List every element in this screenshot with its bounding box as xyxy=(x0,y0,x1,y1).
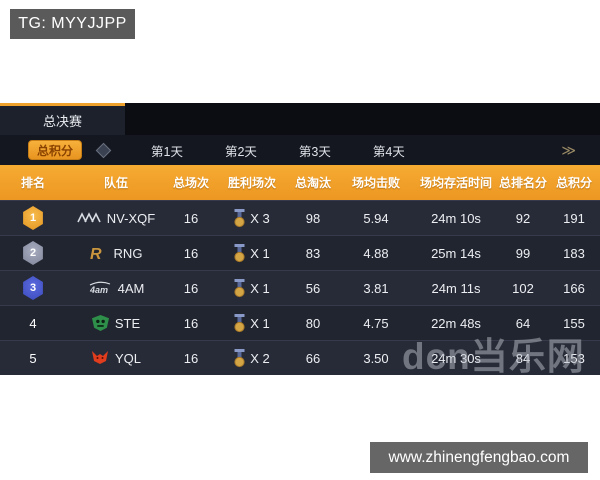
rank-badge: 5 xyxy=(29,350,37,366)
wins-cell: X 1 xyxy=(216,313,288,333)
wins-cell: X 1 xyxy=(216,278,288,298)
main-tab-bar: 总决赛 xyxy=(0,103,600,135)
team-name: NV-XQF xyxy=(106,210,156,226)
total-points-cell: 191 xyxy=(563,210,585,226)
site-url-badge: www.zhinengfengbao.com xyxy=(370,442,588,473)
placement-cell: 99 xyxy=(515,245,531,261)
next-page-icon[interactable]: ≫ xyxy=(561,141,576,158)
team-cell: R RNG xyxy=(66,245,166,262)
rank-badge: 2 xyxy=(23,241,43,265)
team-name: STE xyxy=(114,315,141,331)
avg-survival-cell: 24m 11s xyxy=(431,280,481,296)
team-cell: 4am 4AM xyxy=(66,281,166,296)
placement-cell: 102 xyxy=(512,280,534,296)
header-total-points: 总积分 xyxy=(555,176,592,190)
team-name: YQL xyxy=(114,350,141,366)
avg-survival-cell: 24m 10s xyxy=(431,210,481,226)
header-team: 队伍 xyxy=(103,176,128,190)
svg-text:4am: 4am xyxy=(89,285,108,295)
kills-cell: 66 xyxy=(305,350,321,366)
rank-cell: 5 xyxy=(0,346,66,370)
kills-cell: 83 xyxy=(305,245,321,261)
avg-survival-cell: 25m 14s xyxy=(431,245,481,261)
matches-cell: 16 xyxy=(183,315,199,331)
team-logo-icon xyxy=(91,351,109,365)
table-row[interactable]: 5 YQL 16 X 2 66 3.50 24m 30s 84 153 xyxy=(0,340,600,375)
rank-cell: 2 xyxy=(0,241,66,265)
matches-cell: 16 xyxy=(183,245,199,261)
tg-badge: TG: MYYJJPP xyxy=(10,9,135,39)
table-body: 1 NV-XQF 16 X 3 98 5.94 24m 10s 92 191 2… xyxy=(0,200,600,375)
matches-cell: 16 xyxy=(183,350,199,366)
avg-kills-cell: 3.50 xyxy=(363,350,389,366)
placement-cell: 84 xyxy=(515,350,531,366)
matches-cell: 16 xyxy=(183,210,199,226)
subtab-bar: 总积分 第1天 第2天 第3天 第4天 ≫ xyxy=(0,135,600,165)
avg-survival-cell: 22m 48s xyxy=(431,315,481,331)
subtab-day2[interactable]: 第2天 xyxy=(224,144,257,159)
table-header-row: 排名 队伍 总场次 胜利场次 总淘汰 场均击败 场均存活时间 总排名分 总积分 xyxy=(0,165,600,200)
tab-finals[interactable]: 总决赛 xyxy=(0,103,125,135)
rank-badge: 3 xyxy=(23,276,43,300)
team-logo-icon xyxy=(91,315,109,331)
rank-cell: 3 xyxy=(0,276,66,300)
wins-cell: X 2 xyxy=(216,348,288,368)
team-cell: YQL xyxy=(66,351,166,366)
table-row[interactable]: 1 NV-XQF 16 X 3 98 5.94 24m 10s 92 191 xyxy=(0,200,600,235)
team-name: RNG xyxy=(113,245,143,261)
header-matches: 总场次 xyxy=(172,176,209,190)
kills-cell: 98 xyxy=(305,210,321,226)
total-points-cell: 183 xyxy=(563,245,585,261)
svg-text:R: R xyxy=(90,246,102,261)
header-placement: 总排名分 xyxy=(498,176,547,190)
kills-cell: 80 xyxy=(305,315,321,331)
prev-page-icon[interactable] xyxy=(95,142,112,158)
header-kills: 总淘汰 xyxy=(294,176,331,190)
placement-cell: 92 xyxy=(515,210,531,226)
leaderboard-panel: 总决赛 总积分 第1天 第2天 第3天 第4天 ≫ 排名 队伍 总场次 胜利场次… xyxy=(0,103,600,375)
total-points-cell: 155 xyxy=(563,315,585,331)
subtab-day3[interactable]: 第3天 xyxy=(298,144,331,159)
team-cell: STE xyxy=(66,315,166,331)
subtab-day1[interactable]: 第1天 xyxy=(151,144,183,159)
rank-badge: 1 xyxy=(23,206,43,230)
medal-icon xyxy=(234,208,245,228)
kills-cell: 56 xyxy=(305,280,321,296)
wins-cell: X 3 xyxy=(216,208,288,228)
avg-kills-cell: 4.88 xyxy=(363,245,389,261)
header-avg-kills: 场均击败 xyxy=(351,176,400,190)
medal-icon xyxy=(234,243,245,263)
avg-kills-cell: 5.94 xyxy=(363,210,389,226)
header-rank: 排名 xyxy=(20,176,45,190)
rank-cell: 1 xyxy=(0,206,66,230)
avg-kills-cell: 3.81 xyxy=(363,280,389,296)
total-points-cell: 153 xyxy=(563,350,585,366)
avg-kills-cell: 4.75 xyxy=(363,315,389,331)
wins-cell: X 1 xyxy=(216,243,288,263)
medal-icon xyxy=(234,348,245,368)
team-cell: NV-XQF xyxy=(66,211,166,226)
table-row[interactable]: 4 STE 16 X 1 80 4.75 22m 48s 64 155 xyxy=(0,305,600,340)
rank-cell: 4 xyxy=(0,311,66,335)
avg-survival-cell: 24m 30s xyxy=(431,350,481,366)
team-name: 4AM xyxy=(117,280,145,296)
placement-cell: 64 xyxy=(515,315,531,331)
team-logo-icon: R xyxy=(90,245,108,261)
table-row[interactable]: 3 4am 4AM 16 X 1 56 3.81 24m 11s 102 166 xyxy=(0,270,600,305)
rank-badge: 4 xyxy=(29,315,37,331)
header-wins: 胜利场次 xyxy=(227,176,276,190)
medal-icon xyxy=(234,313,245,333)
table-row[interactable]: 2 R RNG 16 X 1 83 4.88 25m 14s 99 183 xyxy=(0,235,600,270)
subtab-day4[interactable]: 第4天 xyxy=(372,144,405,159)
watermark: dcn当乐网 xyxy=(402,336,585,377)
medal-icon xyxy=(234,278,245,298)
team-logo-icon xyxy=(77,212,101,224)
header-avg-survival: 场均存活时间 xyxy=(419,176,492,190)
team-logo-icon: 4am xyxy=(88,281,112,295)
subtab-total-points[interactable]: 总积分 xyxy=(28,140,82,160)
total-points-cell: 166 xyxy=(563,280,585,296)
matches-cell: 16 xyxy=(183,280,199,296)
